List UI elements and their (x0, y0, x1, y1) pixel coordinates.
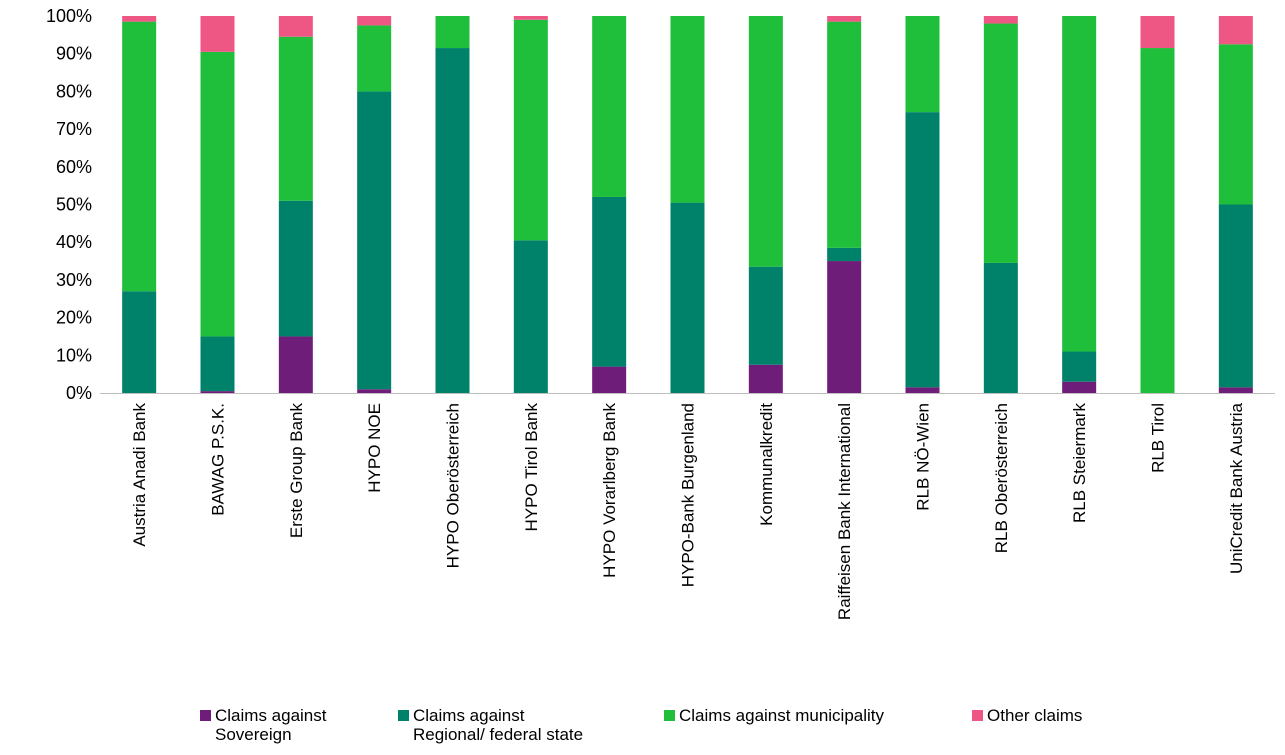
y-tick-label: 30% (56, 270, 92, 290)
x-tick-label: HYPO Tirol Bank (522, 403, 541, 532)
legend-label-line: Claims against (215, 706, 327, 725)
bar-segment (905, 387, 940, 393)
x-tick-label: Austria Anadi Bank (130, 403, 149, 547)
bar-segment (1218, 16, 1253, 45)
bar-segment (592, 196, 627, 367)
x-tick-label: Raiffeisen Bank International (835, 403, 854, 620)
legend-swatch-regional (398, 710, 409, 721)
y-tick-label: 60% (56, 157, 92, 177)
bar-segment (513, 16, 548, 20)
x-tick-label: Erste Group Bank (287, 403, 306, 539)
bar-segment (1062, 381, 1097, 393)
legend-item-other: Other claims (972, 706, 1177, 725)
bar-segment (200, 16, 235, 52)
legend-swatch-other (972, 710, 983, 721)
bar-segment (1140, 48, 1175, 394)
bar-segment (905, 16, 940, 113)
x-tick-label: HYPO-Bank Burgenland (679, 403, 698, 587)
bar-segment (827, 247, 862, 262)
bar-segment (670, 202, 705, 393)
x-tick-label: BAWAG P.S.K. (209, 403, 228, 516)
bar-segment (1062, 16, 1097, 352)
bar-segment (435, 16, 470, 49)
bar-segment (827, 261, 862, 393)
legend-label-municipality: Claims against municipality (679, 706, 949, 725)
x-tick-label: HYPO Oberösterreich (444, 403, 463, 568)
bar-segment (122, 21, 157, 292)
bar-segment (592, 366, 627, 393)
legend: Claims against Sovereign Claims against … (200, 706, 1200, 754)
y-tick-label: 0% (66, 383, 92, 403)
bar-segment (983, 23, 1018, 263)
x-tick-label: HYPO Vorarlberg Bank (600, 403, 619, 578)
bar-segment (1140, 16, 1175, 49)
bar-segment (748, 266, 783, 365)
bar-segment (1218, 204, 1253, 388)
bar-segment (200, 51, 235, 337)
bar-segment (357, 91, 392, 390)
legend-item-municipality: Claims against municipality (664, 706, 949, 725)
bar-segment (1062, 351, 1097, 382)
x-axis-labels: Austria Anadi Bank BAWAG P.S.K. Erste Grou… (130, 402, 1246, 620)
legend-label-line: Other claims (987, 706, 1083, 725)
x-tick-label: UniCredit Bank Austria (1227, 402, 1246, 574)
bar-segment (905, 112, 940, 388)
bar-segment (1218, 44, 1253, 205)
y-tick-label: 70% (56, 119, 92, 139)
bar-segment (122, 16, 157, 22)
bar-segment (748, 364, 783, 393)
y-axis-ticks: 0% 10% 20% 30% 40% 50% 60% 70% 80% 90% 100% (46, 6, 92, 403)
legend-label-line: Sovereign (215, 725, 292, 744)
legend-item-sovereign: Claims against Sovereign (200, 706, 405, 744)
bar-segment (513, 19, 548, 241)
bar-segment (278, 16, 313, 37)
stacked-bar-chart: 0% 10% 20% 30% 40% 50% 60% 70% 80% 90% 100% Austri… (46, 6, 1275, 620)
bar-segment (513, 240, 548, 393)
bar-segment (200, 391, 235, 393)
bar-segment (278, 200, 313, 337)
y-tick-label: 50% (56, 195, 92, 215)
legend-label-regional: Claims against Regional/ federal state (413, 706, 603, 744)
x-tick-label: RLB Tirol (1149, 403, 1168, 473)
bar-segment (200, 336, 235, 392)
legend-item-regional: Claims against Regional/ federal state (398, 706, 603, 744)
legend-swatch-sovereign (200, 710, 211, 721)
x-tick-label: HYPO NOE (365, 403, 384, 493)
legend-label-line: Regional/ federal state (413, 725, 584, 744)
bar-segment (748, 16, 783, 267)
x-tick-label: RLB NÖ-Wien (914, 403, 933, 511)
bar-segment (592, 16, 627, 197)
x-tick-label: RLB Steiermark (1070, 403, 1089, 523)
legend-label-sovereign: Claims against Sovereign (215, 706, 405, 744)
bar-segment (827, 21, 862, 248)
y-tick-label: 90% (56, 44, 92, 64)
bar-segment (983, 262, 1018, 393)
y-tick-label: 20% (56, 308, 92, 328)
bar-segment (983, 16, 1018, 24)
bar-segment (357, 25, 392, 92)
legend-label-line: Claims against (413, 706, 525, 725)
bar-segment (357, 16, 392, 26)
bar-segment (670, 16, 705, 203)
legend-swatch-municipality (664, 710, 675, 721)
y-tick-label: 40% (56, 232, 92, 252)
x-tick-label: Kommunalkredit (757, 403, 776, 526)
bar-segment (1218, 387, 1253, 393)
bar-segment (278, 336, 313, 393)
bar-segment (122, 291, 157, 393)
y-tick-label: 10% (56, 345, 92, 365)
legend-label-other: Other claims (987, 706, 1177, 725)
bar-segment (278, 36, 313, 201)
bar-segment (357, 389, 392, 393)
y-tick-label: 100% (46, 6, 92, 26)
bar-segment (827, 16, 862, 22)
bar-segment (435, 48, 470, 394)
legend-label-line: Claims against municipality (679, 706, 885, 725)
x-tick-label: RLB Oberösterreich (992, 403, 1011, 553)
y-tick-label: 80% (56, 81, 92, 101)
bars (122, 16, 1253, 394)
